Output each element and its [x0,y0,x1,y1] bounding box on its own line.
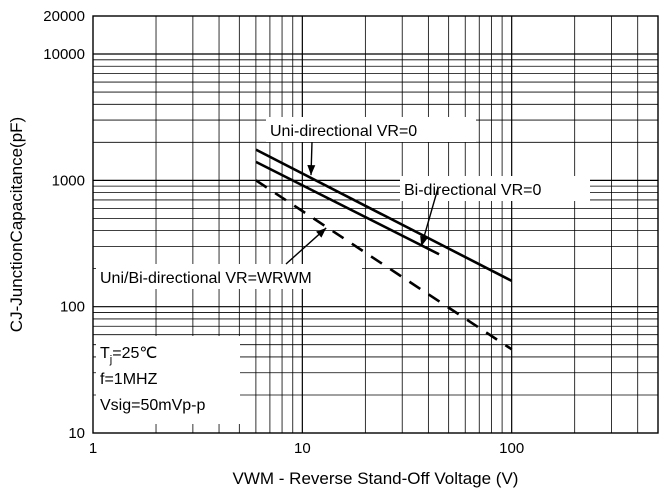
condition-vsig: Vsig=50mVp-p [100,397,205,414]
y-tick-label: 10 [68,425,85,442]
x-tick-label: 100 [499,440,524,457]
x-tick-label: 10 [294,440,311,457]
condition-tj-subscript: j [109,354,112,366]
conditions-box-bg [96,336,240,424]
x-axis-label: VWM - Reverse Stand-Off Voltage (V) [233,469,519,488]
plot-frame [92,15,659,434]
annotation-arrow-head [420,235,428,247]
annotation-label-bg [266,117,476,142]
annotation-label: Uni-directional VR=0 [270,123,417,140]
y-tick-label: 100 [60,299,85,316]
condition-tj-prefix: T [100,345,110,362]
y-tick-label: 20000 [43,8,85,25]
annotation-label: Uni/Bi-directional VR=WRWM [100,270,312,287]
x-tick-label: 1 [89,440,97,457]
y-tick-label: 10000 [43,46,85,63]
condition-tj-value: =25℃ [112,345,157,362]
annotation-label-bg [96,264,362,289]
condition-tj: Tj=25℃ [100,345,157,366]
series-line [255,179,513,351]
annotations: Uni-directional VR=0 Bi-directional VR=0 U… [96,117,590,289]
annotation-arrow-head [307,165,316,176]
y-tick-label: 1000 [52,172,85,189]
series-line [255,148,513,283]
series-line [255,160,440,256]
y-axis-label: CJ-JunctionCapacitance(pF) [7,117,26,332]
series-lines [255,148,513,351]
annotation-arrow-head [316,227,327,238]
conditions-box: Tj=25℃ f=1MHZ Vsig=50mVp-p [96,336,240,424]
annotation-arrow-line [420,187,439,247]
condition-frequency: f=1MHZ [100,371,158,388]
annotation-label: Bi-directional VR=0 [404,182,542,199]
annotation-label-bg [400,176,590,201]
